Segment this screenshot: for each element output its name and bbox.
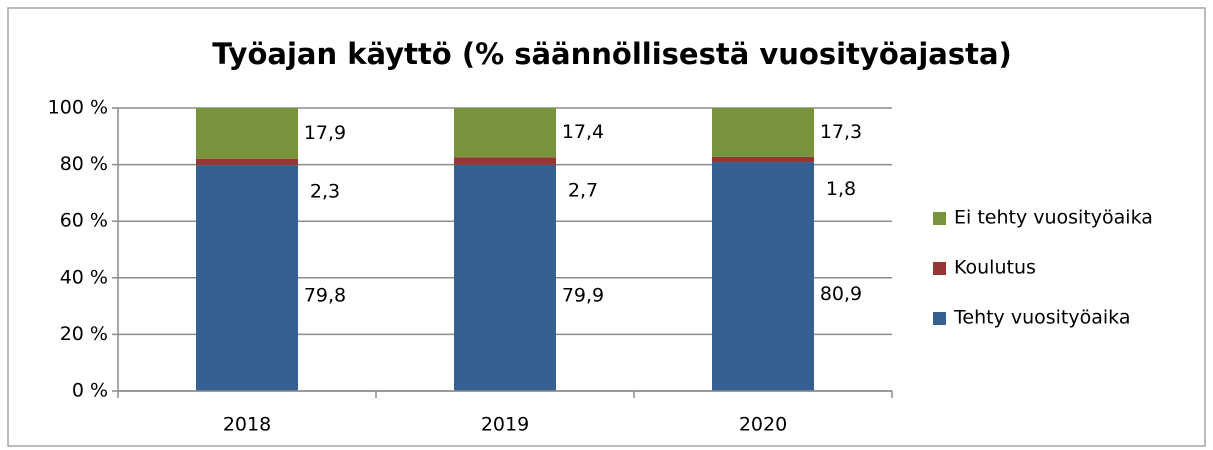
data-label: 79,9 (562, 284, 604, 306)
y-tick-label: 20 % (60, 323, 108, 345)
y-tick-label: 0 % (72, 380, 108, 402)
legend-label: Koulutus (954, 257, 1036, 279)
x-tick-label: 2020 (739, 414, 787, 436)
data-label: 1,8 (826, 178, 856, 200)
data-label: 2,3 (310, 180, 340, 202)
bar-segment (454, 164, 556, 391)
legend-label: Tehty vuosityöaika (953, 307, 1130, 329)
data-label: 79,8 (304, 285, 346, 307)
data-label: 17,4 (562, 121, 604, 143)
y-tick-label: 80 % (60, 153, 108, 175)
bar-segment (196, 108, 298, 159)
bar-segment (712, 162, 814, 391)
bar-segment (712, 156, 814, 163)
bar-segment (454, 108, 556, 158)
data-label: 2,7 (568, 180, 598, 202)
legend-swatch (933, 312, 946, 325)
legend-label: Ei tehty vuosityöaika (954, 207, 1153, 229)
bar-segment (196, 165, 298, 391)
y-tick-label: 40 % (60, 266, 108, 288)
x-tick-label: 2019 (481, 414, 529, 436)
chart-title: Työajan käyttö (% säännöllisestä vuosity… (212, 37, 1012, 71)
y-tick-label: 60 % (60, 210, 108, 232)
bar-segment (196, 158, 298, 166)
bar-segment (712, 108, 814, 157)
y-tick-label: 100 % (48, 97, 108, 119)
data-label: 80,9 (820, 283, 862, 305)
bar-segment (454, 157, 556, 165)
data-label: 17,9 (304, 122, 346, 144)
legend-swatch (933, 212, 946, 225)
data-label: 17,3 (820, 121, 862, 143)
legend-swatch (933, 262, 946, 275)
x-tick-label: 2018 (223, 414, 271, 436)
